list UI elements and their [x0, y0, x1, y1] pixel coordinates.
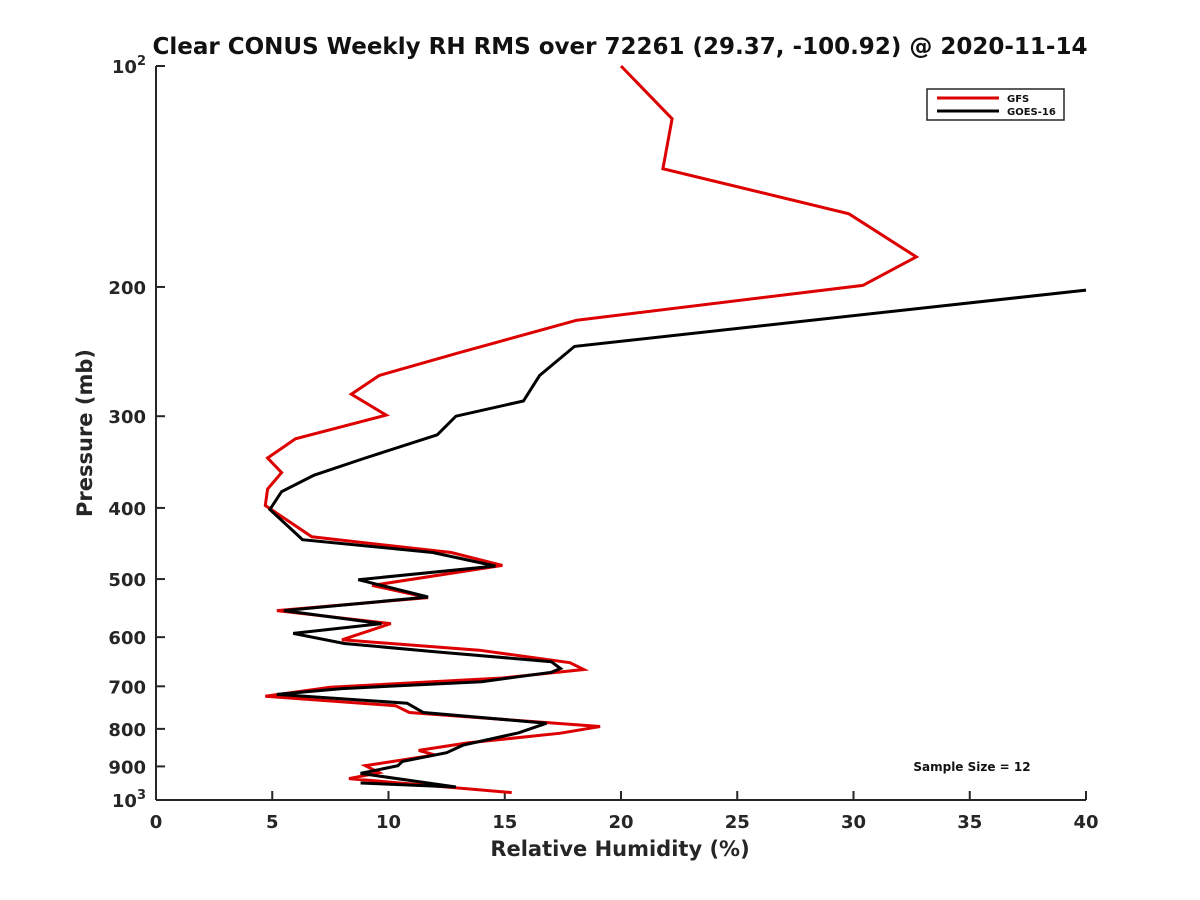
y-tick-label: 800 — [108, 720, 146, 741]
y-tick-label: 300 — [108, 407, 146, 428]
y-tick-label: 102 — [112, 54, 146, 78]
y-tick-label: 700 — [108, 677, 146, 698]
x-tick-label: 10 — [376, 812, 401, 833]
axes: 0 5 10 15 20 25 30 35 40 102 200 300 400 500 600 700 800… — [108, 54, 1098, 833]
x-tick-label: 20 — [608, 812, 633, 833]
x-tick-label: 15 — [492, 812, 517, 833]
plot-lines — [263, 64, 1087, 795]
chart-title: Clear CONUS Weekly RH RMS over 72261 (29… — [153, 34, 1088, 60]
series-line-gfs — [263, 64, 920, 795]
x-axis-label: Relative Humidity (%) — [490, 837, 749, 861]
y-tick-label: 900 — [108, 757, 146, 778]
x-tick-label: 40 — [1073, 812, 1098, 833]
x-tick-label: 0 — [150, 812, 163, 833]
legend-box — [926, 88, 1065, 121]
y-tick-label: 400 — [108, 499, 146, 520]
y-tick-label: 103 — [112, 788, 146, 812]
series-line-goes-16 — [267, 288, 1087, 789]
x-tick-label: 35 — [957, 812, 982, 833]
legend-label: GOES-16 — [1007, 107, 1056, 118]
legend-label: GFS — [1007, 94, 1029, 105]
y-tick-label: 500 — [108, 570, 146, 591]
x-tick-label: 30 — [841, 812, 866, 833]
y-tick-label: 600 — [108, 628, 146, 649]
y-tick-label: 200 — [108, 278, 146, 299]
sample-size-annotation: Sample Size = 12 — [913, 760, 1030, 774]
x-tick-label: 5 — [266, 812, 279, 833]
y-axis-label: Pressure (mb) — [73, 349, 97, 517]
legend: GFS GOES-16 — [926, 88, 1065, 121]
x-tick-label: 25 — [725, 812, 750, 833]
